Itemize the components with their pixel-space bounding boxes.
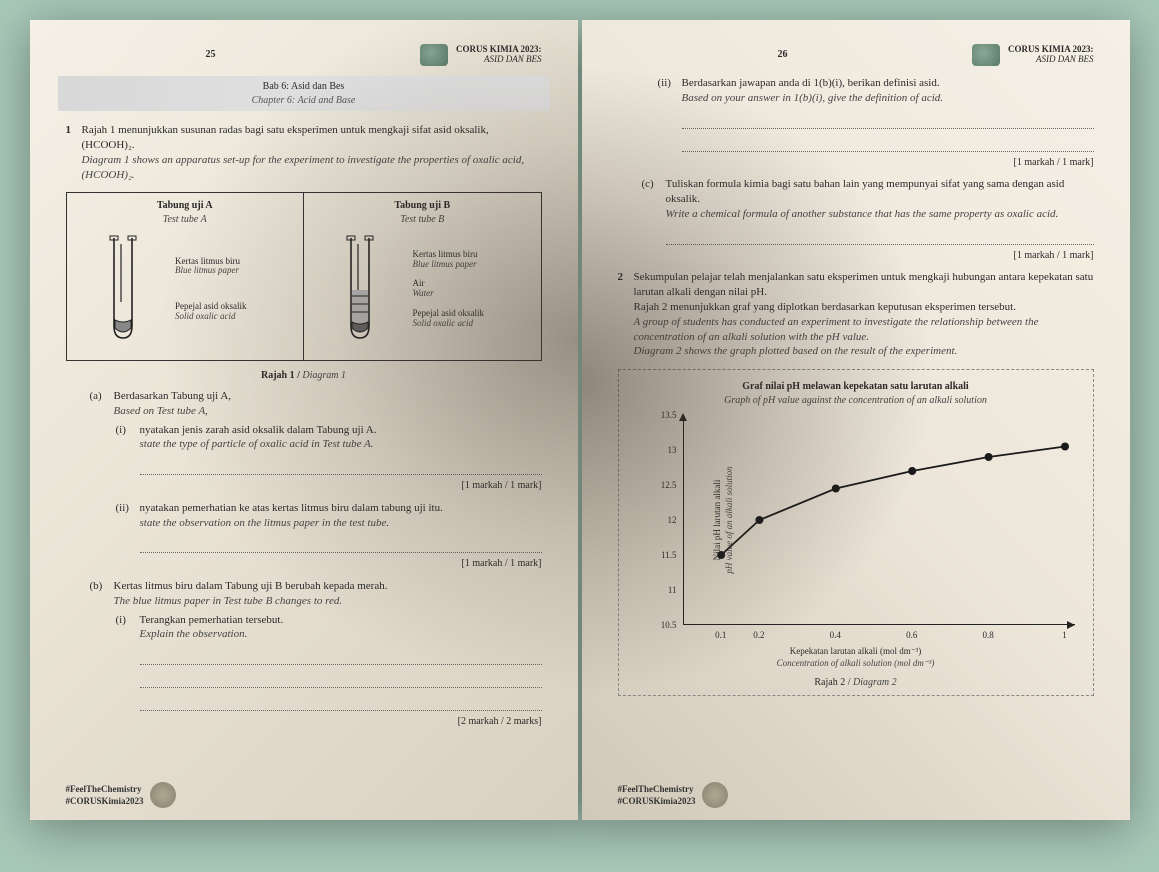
question-2: 2 Sekumpulan pelajar telah menjalankan s… [618,270,1094,359]
footer-logo-icon [702,782,728,808]
page-header: 25 CORUS KIMIA 2023: ASID DAN BES [66,44,542,66]
test-tube-a-icon [104,234,142,344]
answer-line[interactable] [140,673,542,688]
ph-chart: Nilai pH larutan alkali pH value of an a… [683,415,1075,625]
diagram-2-caption: Rajah 2 / Diagram 2 [629,676,1083,690]
answer-line[interactable] [140,460,542,475]
answer-line[interactable] [682,137,1094,152]
answer-line[interactable] [140,538,542,553]
book-spread: 25 CORUS KIMIA 2023: ASID DAN BES Bab 6:… [30,20,1130,820]
q1-c: (c) Tuliskan formula kimia bagi satu bah… [642,177,1094,262]
page-number: 25 [206,48,216,62]
q1-a-i: (i) nyatakan jenis zarah asid oksalik da… [116,423,542,493]
answer-line[interactable] [682,114,1094,129]
page-footer: #FeelTheChemistry #CORUSKimia2023 [66,782,176,808]
question-1: 1 Rajah 1 menunjukkan susunan radas bagi… [66,123,542,182]
chart-title: Graf nilai pH melawan kepekatan satu lar… [629,380,1083,407]
diagram-1: Tabung uji A Test tube A Kertas litmus b… [66,192,542,361]
footer-logo-icon [150,782,176,808]
series-logo-icon [420,44,448,66]
page-header: 26 CORUS KIMIA 2023: ASID DAN BES [618,44,1094,66]
chart-svg [683,415,1075,625]
page-footer: #FeelTheChemistry #CORUSKimia2023 [618,782,728,808]
diagram-col-b: Tabung uji B Test tube B Kert [304,193,541,360]
answer-line[interactable] [666,230,1094,245]
answer-line[interactable] [140,696,542,711]
page-number: 26 [778,48,788,62]
q1-a-ii: (ii) nyatakan pemerhatian ke atas kertas… [116,501,542,571]
series-logo-icon [972,44,1000,66]
series-title: CORUS KIMIA 2023: ASID DAN BES [456,45,542,65]
chapter-banner: Bab 6: Asid dan Bes Chapter 6: Acid and … [58,76,550,111]
chart-container: Graf nilai pH melawan kepekatan satu lar… [618,369,1094,696]
answer-line[interactable] [140,650,542,665]
chart-xlabel: Kepekatan larutan alkali (mol dm⁻³) Conc… [629,645,1083,669]
diagram-col-a: Tabung uji A Test tube A Kertas litmus b… [67,193,305,360]
page-left: 25 CORUS KIMIA 2023: ASID DAN BES Bab 6:… [30,20,578,820]
test-tube-b-icon [341,234,379,344]
q1-a: (a) Berdasarkan Tabung uji A, Based on T… [90,389,542,571]
q1-b-ii: (ii) Berdasarkan jawapan anda di 1(b)(i)… [658,76,1094,169]
page-right: 26 CORUS KIMIA 2023: ASID DAN BES (ii) B… [582,20,1130,820]
q1-b-i: (i) Terangkan pemerhatian tersebut. Expl… [116,613,542,729]
q1-b: (b) Kertas litmus biru dalam Tabung uji … [90,579,542,729]
diagram-1-caption: Rajah 1 / Diagram 1 [66,369,542,383]
series-title: CORUS KIMIA 2023: ASID DAN BES [1008,45,1094,65]
